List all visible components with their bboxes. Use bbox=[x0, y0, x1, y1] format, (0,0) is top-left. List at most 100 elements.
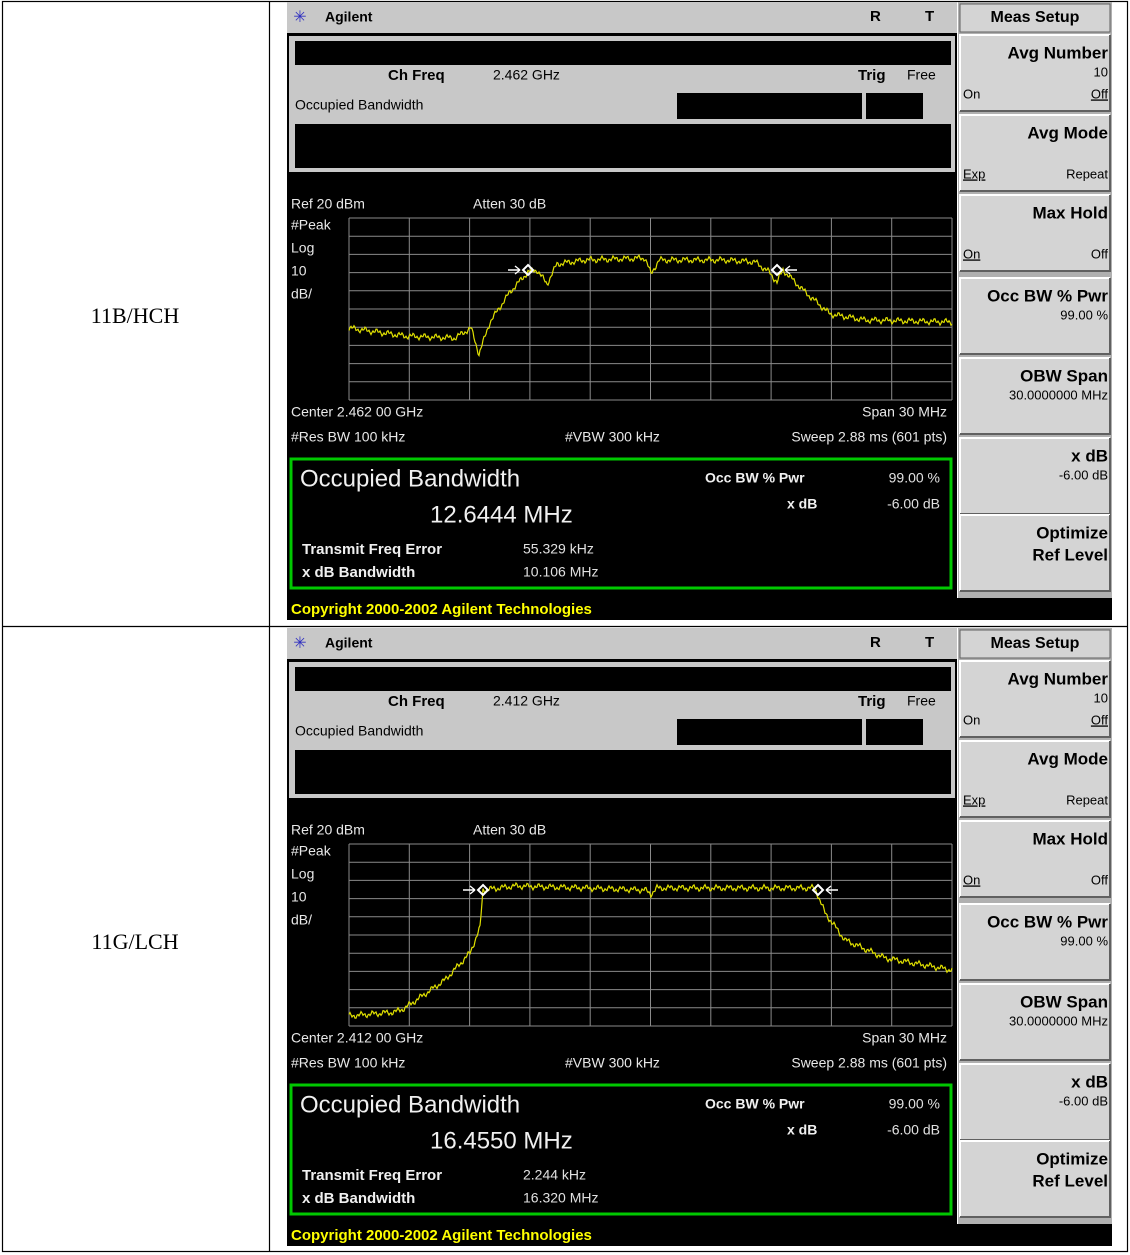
copyright: Copyright 2000-2002 Agilent Technologies bbox=[291, 1227, 592, 1244]
softkey-value: 10 bbox=[1094, 690, 1108, 705]
trace bbox=[348, 881, 953, 1019]
softkey-option: Off bbox=[1091, 86, 1108, 101]
vbw: #VBW 300 kHz bbox=[565, 1055, 660, 1071]
message-bar bbox=[295, 750, 951, 794]
result-title: Occupied Bandwidth bbox=[300, 1091, 520, 1118]
attenuation: Atten 30 dB bbox=[473, 822, 546, 838]
menu-title: Meas Setup bbox=[991, 635, 1080, 652]
status-box bbox=[677, 719, 862, 745]
status-t: T bbox=[925, 8, 934, 25]
softkey-title: x dB bbox=[1071, 1072, 1108, 1091]
result-box bbox=[289, 457, 953, 590]
softkey[interactable] bbox=[960, 984, 1110, 1060]
scale-label: Log bbox=[291, 866, 314, 882]
softkey[interactable] bbox=[960, 661, 1110, 737]
softkey[interactable] bbox=[960, 741, 1110, 817]
softkey-bevel bbox=[959, 34, 1110, 111]
marker-arrow bbox=[784, 265, 797, 275]
header-bar bbox=[287, 628, 957, 659]
xdb-value: -6.00 dB bbox=[887, 1122, 940, 1138]
softkey-bevel bbox=[959, 983, 1110, 1060]
analyzer-screen: ✳ Agilent R T Ch Freq 2.462 GHz Trig Free Occupi… bbox=[287, 2, 1112, 620]
softkey-bevel bbox=[959, 277, 1110, 354]
marker bbox=[770, 263, 784, 277]
softkey-title: Avg Number bbox=[1008, 669, 1109, 688]
scale-label: dB/ bbox=[291, 286, 312, 302]
softkey[interactable] bbox=[960, 35, 1110, 111]
menu-title-box bbox=[959, 629, 1111, 659]
marker-arrow bbox=[825, 885, 838, 895]
softkey[interactable] bbox=[960, 278, 1110, 354]
message-bar bbox=[295, 124, 951, 168]
softkey-bevel bbox=[960, 904, 1111, 981]
softkey-title: Optimize bbox=[1036, 1149, 1108, 1168]
softkey-value: 99.00 % bbox=[1060, 933, 1108, 948]
xbw-value: 16.320 MHz bbox=[523, 1190, 598, 1206]
menu-title: Meas Setup bbox=[991, 9, 1080, 26]
ch-freq: 2.412 GHz bbox=[493, 693, 560, 709]
softkey-title: Occ BW % Pwr bbox=[987, 912, 1108, 931]
result-value: 16.4550 MHz bbox=[430, 1127, 573, 1154]
softkey-title: Avg Number bbox=[1008, 43, 1109, 62]
softkey-bevel bbox=[960, 515, 1111, 592]
xbw-value: 10.106 MHz bbox=[523, 564, 598, 580]
softkey-value: -6.00 dB bbox=[1059, 467, 1108, 482]
tfe-label: Transmit Freq Error bbox=[302, 1167, 442, 1184]
brand-icon: ✳ bbox=[293, 9, 306, 26]
softkey[interactable] bbox=[960, 904, 1110, 980]
softkey-option: On bbox=[963, 86, 980, 101]
softkey-option: Repeat bbox=[1066, 792, 1108, 807]
result-value: 12.6444 MHz bbox=[430, 501, 573, 528]
status-box bbox=[677, 93, 862, 119]
softkey[interactable] bbox=[960, 821, 1110, 897]
ch-freq-label: Ch Freq bbox=[388, 67, 445, 84]
scale-label: 10 bbox=[291, 889, 307, 905]
softkey-option: Exp bbox=[963, 792, 985, 807]
brand: Agilent bbox=[325, 635, 373, 651]
occ-label: Occ BW % Pwr bbox=[705, 470, 805, 486]
softkey[interactable] bbox=[960, 358, 1110, 434]
softkey-bevel bbox=[960, 741, 1111, 818]
softkey[interactable] bbox=[960, 1064, 1110, 1140]
softkey-title: Avg Mode bbox=[1027, 123, 1108, 142]
softkey[interactable] bbox=[960, 195, 1110, 271]
xbw-label: x dB Bandwidth bbox=[302, 1190, 415, 1207]
softkey-title: Optimize bbox=[1036, 523, 1108, 542]
status-box bbox=[866, 93, 923, 119]
info-bar bbox=[295, 667, 951, 691]
softkey-value: 30.0000000 MHz bbox=[1009, 1013, 1108, 1028]
status-r: R bbox=[870, 8, 881, 25]
sweep: Sweep 2.88 ms (601 pts) bbox=[791, 429, 947, 445]
softkey-option: Off bbox=[1091, 872, 1108, 887]
result-title: Occupied Bandwidth bbox=[300, 465, 520, 492]
softkey-value: 30.0000000 MHz bbox=[1009, 387, 1108, 402]
status-r: R bbox=[870, 634, 881, 651]
softkey[interactable] bbox=[960, 115, 1110, 191]
softkey-bevel bbox=[960, 35, 1111, 112]
info-bar bbox=[295, 41, 951, 65]
softkey[interactable] bbox=[960, 515, 1110, 591]
trig: Free bbox=[907, 693, 936, 709]
xdb-label: x dB bbox=[787, 1122, 817, 1138]
row-label: 11B/HCH bbox=[91, 303, 180, 328]
softkey-option: On bbox=[963, 246, 980, 261]
softkey-value: -6.00 dB bbox=[1059, 1093, 1108, 1108]
softkey[interactable] bbox=[960, 1141, 1110, 1217]
softkey-bevel bbox=[960, 195, 1111, 272]
analyzer-screen: ✳ Agilent R T Ch Freq 2.412 GHz Trig Free Occupi… bbox=[287, 628, 1112, 1246]
softkey[interactable] bbox=[960, 438, 1110, 514]
marker bbox=[521, 263, 535, 277]
trace bbox=[348, 253, 953, 357]
softkey-option: Off bbox=[1091, 712, 1108, 727]
softkey-title: x dB bbox=[1071, 446, 1108, 465]
row-label: 11G/LCH bbox=[91, 929, 178, 954]
vbw: #VBW 300 kHz bbox=[565, 429, 660, 445]
occ-label: Occ BW % Pwr bbox=[705, 1096, 805, 1112]
marker-arrow bbox=[463, 885, 476, 895]
softkey-title: Max Hold bbox=[1032, 829, 1108, 848]
ch-freq: 2.462 GHz bbox=[493, 67, 560, 83]
ch-freq-label: Ch Freq bbox=[388, 693, 445, 710]
xdb-value: -6.00 dB bbox=[887, 496, 940, 512]
softkey-bevel bbox=[960, 278, 1111, 355]
